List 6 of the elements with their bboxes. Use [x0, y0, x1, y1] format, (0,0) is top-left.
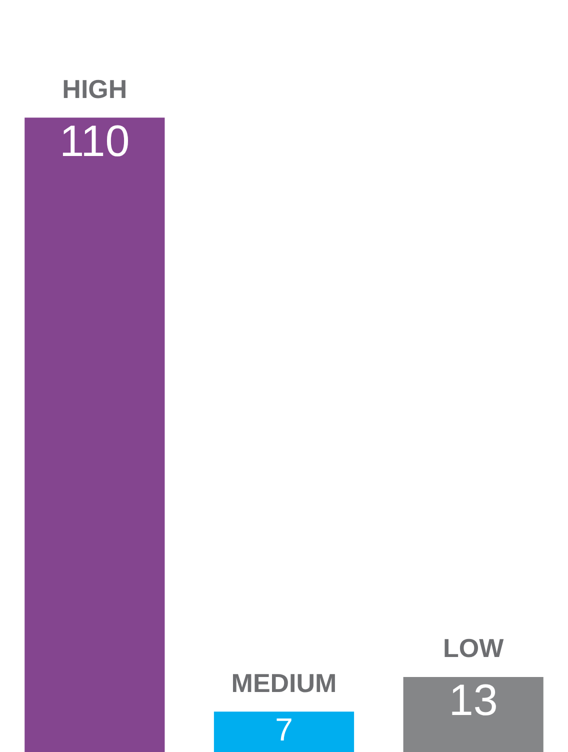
data-label: 13: [448, 676, 498, 726]
data-label: 7: [275, 711, 293, 748]
data-label: 110: [60, 116, 130, 166]
x-tick-label: LOW: [443, 633, 504, 664]
x-tick-label: MEDIUM: [231, 668, 337, 698]
x-tick-label: HIGH: [62, 74, 128, 104]
